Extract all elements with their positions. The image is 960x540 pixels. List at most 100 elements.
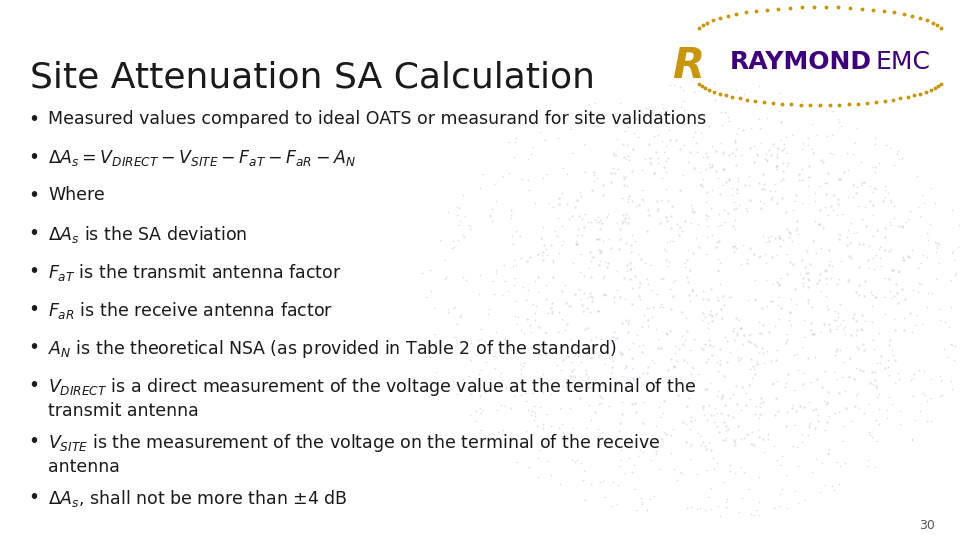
Point <box>598 360 613 369</box>
Point <box>897 326 912 335</box>
Point <box>820 450 835 458</box>
Point <box>765 253 780 261</box>
Point <box>642 495 658 504</box>
Point <box>868 292 883 301</box>
Point <box>753 252 768 260</box>
Point <box>595 273 611 282</box>
Point <box>672 145 687 153</box>
Point <box>660 197 676 206</box>
Point <box>891 222 906 231</box>
Point <box>861 241 876 250</box>
Point <box>516 328 532 337</box>
Point <box>559 299 574 307</box>
Point <box>836 357 852 366</box>
Point <box>726 390 741 399</box>
Point <box>532 127 547 136</box>
Point <box>569 240 585 248</box>
Point <box>472 271 488 279</box>
Point <box>459 349 474 358</box>
Point <box>475 170 491 179</box>
Point <box>874 352 889 360</box>
Point <box>703 307 718 316</box>
Point <box>900 252 916 260</box>
Point <box>840 193 855 201</box>
Point <box>662 81 678 90</box>
Point <box>582 289 597 298</box>
Point <box>805 148 821 157</box>
Point <box>896 314 911 323</box>
Point <box>446 333 462 341</box>
Point <box>679 327 694 335</box>
Point <box>716 205 732 214</box>
Point <box>727 216 742 225</box>
Point <box>540 457 556 465</box>
Point <box>743 124 758 132</box>
Point <box>902 308 918 317</box>
Point <box>880 355 896 364</box>
Point <box>814 383 829 391</box>
Point <box>501 169 516 178</box>
Point <box>679 420 694 428</box>
Point <box>742 395 757 403</box>
Point <box>566 372 582 381</box>
Point <box>551 308 566 316</box>
Point <box>721 175 736 184</box>
Point <box>437 255 452 264</box>
Point <box>831 175 847 184</box>
Point <box>915 320 930 328</box>
Text: •: • <box>28 110 39 129</box>
Point <box>880 363 896 372</box>
Point <box>503 403 518 412</box>
Point <box>623 240 638 249</box>
Point <box>589 234 605 243</box>
Point <box>828 347 844 355</box>
Point <box>826 368 841 376</box>
Point <box>829 321 845 330</box>
Point <box>654 137 669 145</box>
Point <box>591 218 607 226</box>
Point <box>464 356 479 364</box>
Point <box>686 164 702 172</box>
Point <box>667 276 683 285</box>
Point <box>705 186 720 194</box>
Point <box>631 133 646 141</box>
Point <box>801 354 816 362</box>
Point <box>884 346 900 355</box>
Point <box>525 389 540 397</box>
Point <box>795 199 810 207</box>
Point <box>676 417 691 426</box>
Point <box>568 240 584 248</box>
Point <box>688 138 704 147</box>
Point <box>580 324 595 333</box>
Point <box>632 200 647 209</box>
Point <box>665 237 681 246</box>
Point <box>915 191 930 199</box>
Point <box>681 278 696 286</box>
Point <box>488 363 503 372</box>
Point <box>671 231 686 240</box>
Point <box>922 220 937 228</box>
Point <box>672 468 687 476</box>
Point <box>833 257 849 266</box>
Point <box>534 251 549 260</box>
Point <box>660 217 675 226</box>
Point <box>919 228 934 237</box>
Point <box>750 426 765 434</box>
Point <box>804 330 820 339</box>
Point <box>867 367 882 376</box>
Point <box>419 293 434 301</box>
Point <box>523 328 539 336</box>
Point <box>829 457 845 466</box>
Point <box>924 289 940 298</box>
Point <box>942 323 957 332</box>
Point <box>785 401 801 409</box>
Point <box>937 317 952 326</box>
Point <box>887 379 902 388</box>
Point <box>568 112 584 120</box>
Point <box>598 258 613 267</box>
Point <box>669 356 684 365</box>
Point <box>729 185 744 193</box>
Point <box>614 350 630 359</box>
Point <box>728 437 743 446</box>
Point <box>624 265 639 274</box>
